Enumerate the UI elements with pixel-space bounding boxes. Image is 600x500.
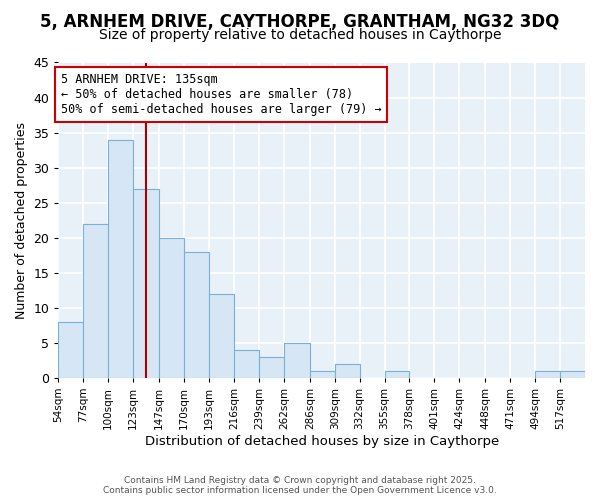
Bar (159, 238, 184, 378)
Bar (259, 357, 284, 378)
Text: Contains HM Land Registry data © Crown copyright and database right 2025.
Contai: Contains HM Land Registry data © Crown c… (103, 476, 497, 495)
Bar (535, 371, 560, 378)
Bar (209, 294, 234, 378)
Y-axis label: Number of detached properties: Number of detached properties (15, 122, 28, 318)
Bar (234, 350, 259, 378)
Bar (284, 343, 310, 378)
Bar (310, 371, 335, 378)
Bar (83, 224, 108, 378)
Bar (560, 371, 585, 378)
Text: Size of property relative to detached houses in Caythorpe: Size of property relative to detached ho… (99, 28, 501, 42)
Bar (58, 322, 83, 378)
Bar (184, 252, 209, 378)
Bar (133, 188, 159, 378)
Bar (108, 140, 133, 378)
Bar (385, 371, 409, 378)
X-axis label: Distribution of detached houses by size in Caythorpe: Distribution of detached houses by size … (145, 434, 499, 448)
Text: 5 ARNHEM DRIVE: 135sqm
← 50% of detached houses are smaller (78)
50% of semi-det: 5 ARNHEM DRIVE: 135sqm ← 50% of detached… (61, 73, 381, 116)
Text: 5, ARNHEM DRIVE, CAYTHORPE, GRANTHAM, NG32 3DQ: 5, ARNHEM DRIVE, CAYTHORPE, GRANTHAM, NG… (40, 12, 560, 30)
Bar (335, 364, 359, 378)
